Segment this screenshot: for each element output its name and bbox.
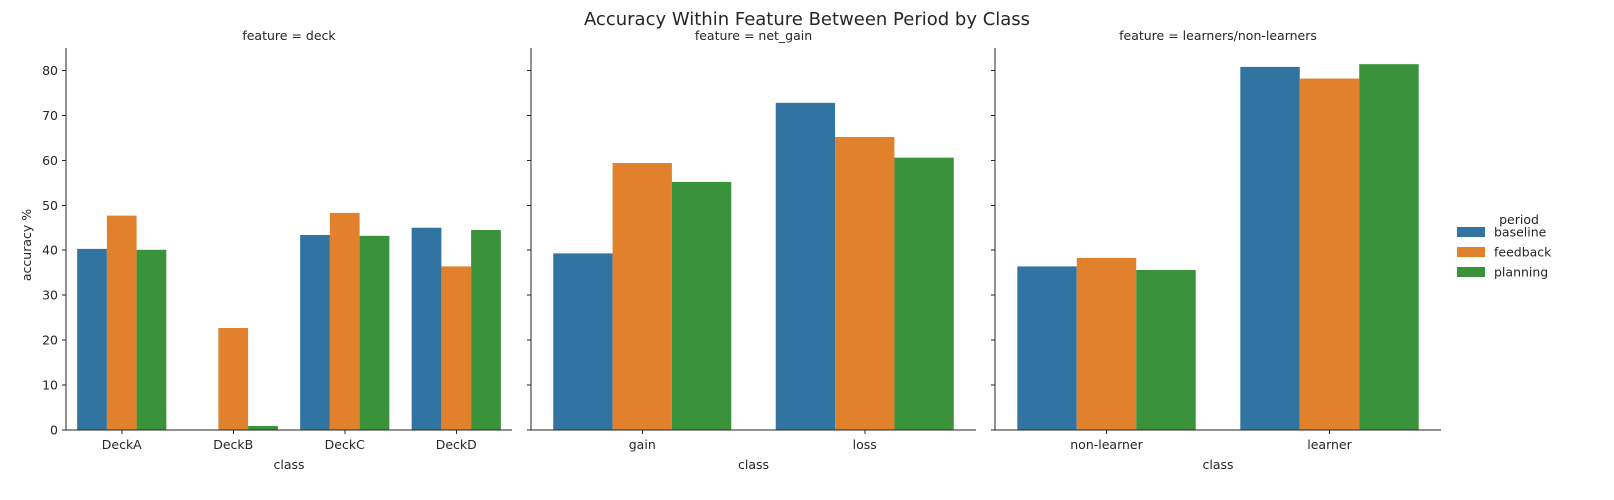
bar-baseline-gain [553, 253, 613, 430]
bar-planning-loss [894, 157, 954, 430]
legend-label-feedback: feedback [1494, 245, 1552, 260]
legend-swatch-planning [1457, 267, 1485, 277]
bar-baseline-decka [77, 248, 107, 430]
panels: 0 10 20 30 40 50 60 70 80 DeckA DeckB DeckC DeckD fea… [42, 28, 1441, 472]
x-tick-label-non-learner: non-learner [1070, 437, 1143, 452]
y-tick-label: 30 [42, 288, 58, 303]
bar-baseline-deckd [411, 227, 442, 430]
x-tick-label-loss: loss [853, 437, 877, 452]
bar-feedback-learner [1299, 78, 1360, 430]
bar-planning-deckc [359, 235, 390, 430]
y-tick-label: 40 [42, 243, 58, 258]
bar-planning-gain [671, 181, 732, 430]
bar-baseline-learner [1240, 66, 1300, 430]
x-tick-label-deckb: DeckB [213, 437, 253, 452]
panel-1: 0 10 20 30 40 50 60 70 80 DeckA DeckB DeckC DeckD fea… [42, 28, 512, 472]
bar-feedback-deckd [441, 266, 472, 430]
bar-feedback-gain [612, 163, 672, 431]
y-tick-label: 10 [42, 378, 58, 393]
panel-title: feature = learners/non-learners [1119, 28, 1317, 43]
bar-baseline-deckc [300, 234, 330, 430]
bar-feedback-deckb [218, 327, 249, 430]
x-tick-label-deckc: DeckC [325, 437, 365, 452]
y-tick-label: 70 [42, 108, 58, 123]
bar-baseline-loss [775, 102, 836, 430]
y-tick-label: 80 [42, 63, 58, 78]
bar-feedback-non-learner [1076, 257, 1137, 430]
y-axis-label: accuracy % [19, 209, 34, 281]
bar-planning-decka [136, 249, 167, 430]
y-tick-label: 20 [42, 333, 58, 348]
x-tick-label-deckd: DeckD [436, 437, 477, 452]
panel-3: non-learner learner feature = learners/non… [991, 28, 1441, 472]
y-tick-label: 0 [50, 423, 58, 438]
legend: period baseline feedback planning [1457, 212, 1552, 280]
panel-title: feature = deck [242, 28, 336, 43]
bar-baseline-non-learner [1017, 266, 1077, 430]
x-tick-label-decka: DeckA [102, 437, 142, 452]
panel-title: feature = net_gain [695, 28, 812, 43]
chart-title: Accuracy Within Feature Between Period b… [584, 9, 1030, 30]
x-tick-label-gain: gain [629, 437, 656, 452]
bar-planning-deckd [471, 230, 501, 430]
bar-planning-learner [1359, 64, 1419, 431]
legend-title: period [1499, 212, 1539, 227]
x-tick-label-learner: learner [1307, 437, 1352, 452]
x-axis-label: class [1202, 457, 1233, 472]
x-axis-label: class [738, 457, 769, 472]
legend-label-baseline: baseline [1494, 225, 1547, 240]
bar-feedback-loss [835, 136, 895, 431]
bar-feedback-deckc [329, 212, 360, 430]
y-tick-label: 50 [42, 198, 58, 213]
bar-planning-non-learner [1136, 270, 1196, 430]
legend-swatch-feedback [1457, 247, 1485, 257]
x-axis-label: class [273, 457, 304, 472]
bar-planning-deckb [248, 425, 278, 430]
legend-swatch-baseline [1457, 227, 1485, 237]
legend-label-planning: planning [1494, 265, 1548, 280]
bar-feedback-decka [106, 215, 137, 430]
y-tick-label: 60 [42, 153, 58, 168]
